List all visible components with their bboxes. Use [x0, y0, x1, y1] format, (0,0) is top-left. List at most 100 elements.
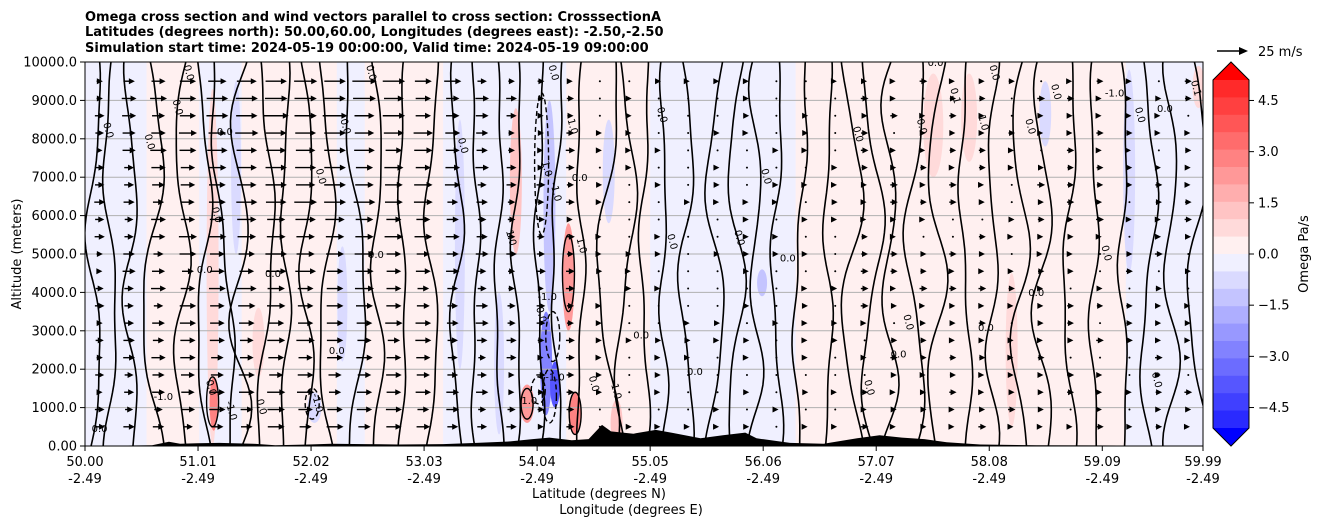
wind-vector-arrow	[890, 268, 898, 275]
wind-vector-arrow	[1155, 302, 1162, 309]
wind-vector-arrow	[238, 302, 256, 309]
colorbar-segment	[1213, 271, 1249, 290]
wind-vector-arrow	[447, 371, 459, 378]
wind-vector-arrow	[1066, 147, 1075, 154]
wind-vector-arrow	[1185, 233, 1192, 240]
wind-vector-arrow	[445, 233, 460, 240]
wind-vector-arrow	[267, 285, 285, 292]
wind-vector-arrow	[295, 164, 317, 171]
contour-label: 0.0	[987, 64, 1002, 82]
wind-vector-arrow	[322, 112, 348, 119]
wind-vector-arrow	[152, 389, 165, 396]
wind-vector-arrow	[537, 337, 545, 344]
wind-vector-arrow	[475, 164, 489, 171]
wind-vector-arrow	[94, 406, 105, 413]
wind-vector-arrow	[294, 199, 318, 206]
wind-vector-arrow	[1007, 233, 1014, 240]
wind-vector-arrow	[1096, 199, 1103, 206]
vector-key: 25 m/s	[1217, 45, 1303, 60]
wind-vector-arrow	[355, 268, 374, 275]
wind-vector-arrow	[181, 389, 195, 396]
wind-vector-arrow	[356, 389, 373, 396]
wind-vector-arrow	[240, 423, 253, 430]
wind-vector-arrow	[566, 181, 574, 188]
wind-vector-arrow	[922, 97, 925, 100]
contour-label: 0.0	[928, 58, 944, 69]
wind-vector-arrow	[1037, 181, 1046, 188]
wind-vector-arrow	[566, 164, 575, 171]
x-tick-label-latitude: 56.06	[745, 455, 782, 470]
contour-label: 0.1	[1188, 79, 1203, 97]
wind-vector-arrow	[978, 320, 986, 327]
x-axis-label-latitude: Latitude (degrees N)	[532, 487, 666, 502]
wind-vector-arrow	[476, 337, 488, 344]
wind-vector-arrow	[566, 302, 575, 309]
wind-vector-arrow	[508, 285, 515, 292]
wind-vector-arrow	[834, 114, 837, 117]
wind-vector-arrow	[919, 285, 928, 292]
y-tick-label: 5000.0	[32, 248, 78, 263]
wind-vector-arrow	[566, 199, 575, 206]
x-tick-label-longitude: -2.49	[972, 472, 1006, 487]
y-axis-label: Altitude (meters)	[10, 199, 25, 310]
wind-vector-arrow	[1126, 130, 1133, 137]
wind-vector-arrow	[890, 164, 897, 171]
wind-vector-arrow	[152, 199, 165, 206]
wind-vector-arrow	[477, 78, 487, 85]
colorbar-segment	[1213, 114, 1249, 133]
wind-vector-arrow	[208, 233, 227, 240]
colorbar-segment	[1213, 236, 1249, 255]
wind-vector-arrow	[625, 164, 632, 171]
wind-vector-arrow	[1184, 389, 1193, 396]
wind-vector-arrow	[327, 354, 344, 361]
wind-vector-arrow	[124, 389, 135, 396]
wind-vector-arrow	[951, 218, 954, 221]
wind-vector-arrow	[657, 132, 660, 135]
wind-vector-arrow	[1069, 356, 1072, 359]
wind-vector-arrow	[506, 354, 517, 361]
x-tick-label-latitude: 51.01	[179, 455, 216, 470]
wind-vector-arrow	[657, 218, 660, 221]
contour-label: 0.0	[664, 233, 679, 251]
wind-vector-arrow	[595, 354, 602, 361]
wind-vector-arrow	[152, 371, 165, 378]
wind-vector-arrow	[1037, 216, 1045, 223]
contour-label: 0.0	[313, 167, 328, 185]
wind-vector-arrow	[716, 114, 719, 117]
wind-vector-arrow	[1040, 80, 1043, 83]
contour-zero-line	[860, 62, 887, 446]
contour-label: 1.0	[539, 160, 554, 178]
wind-vector-arrow	[919, 130, 926, 137]
wind-vector-arrow	[628, 304, 631, 307]
wind-vector-arrow	[414, 181, 433, 188]
wind-vector-arrow	[566, 268, 575, 275]
wind-vector-arrow	[356, 354, 373, 361]
colorbar-tick-label: 0.0	[1258, 248, 1279, 263]
wind-vector-arrow	[265, 251, 288, 257]
wind-vector-arrow	[506, 95, 518, 102]
wind-vector-arrow	[743, 268, 750, 275]
wind-vector-arrow	[654, 251, 661, 257]
colorbar-segment	[1213, 375, 1249, 394]
wind-vector-arrow	[1066, 251, 1073, 257]
wind-vector-arrow	[919, 112, 926, 119]
omega-streak	[757, 269, 768, 297]
y-tick-label: 0.00	[48, 440, 77, 455]
wind-vector-arrow	[124, 233, 134, 240]
wind-vector-arrow	[745, 287, 748, 290]
wind-vector-arrow	[860, 147, 869, 154]
wind-vector-arrow	[1066, 130, 1073, 137]
wind-vector-arrow	[742, 216, 749, 223]
wind-vector-arrow	[206, 112, 229, 119]
wind-vector-arrow	[209, 337, 225, 344]
wind-vector-arrow	[417, 406, 430, 413]
wind-vector-arrow	[267, 337, 286, 344]
x-tick-label-latitude: 52.02	[292, 455, 329, 470]
wind-vector-arrow	[743, 389, 750, 396]
wind-vector-arrow	[949, 147, 957, 154]
wind-vector-arrow	[413, 130, 434, 137]
contour-zero-line	[101, 62, 117, 446]
wind-vector-arrow	[209, 181, 226, 188]
wind-vector-arrow	[687, 166, 690, 169]
colorbar-segment	[1213, 184, 1249, 203]
